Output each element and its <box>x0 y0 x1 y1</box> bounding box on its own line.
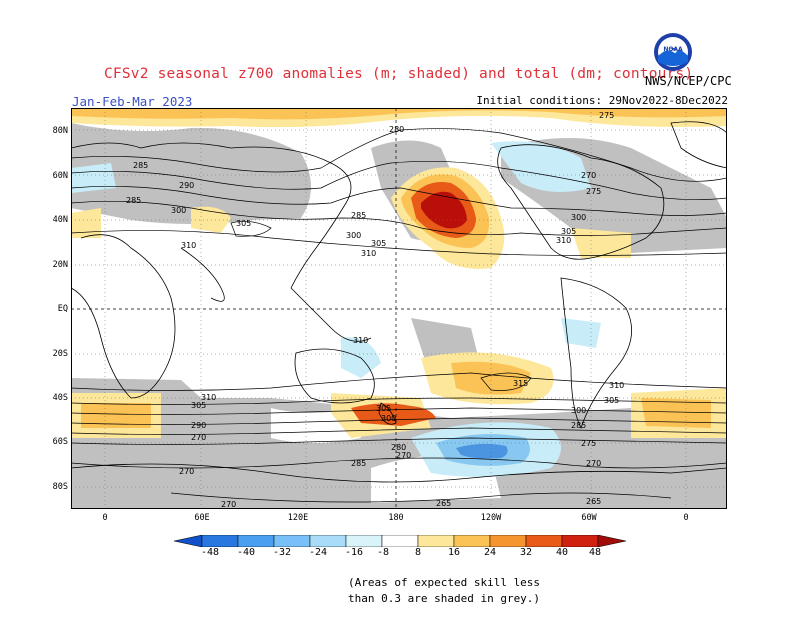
organization-label: NWS/NCEP/CPC <box>645 74 732 88</box>
colorbar <box>174 535 627 547</box>
contour-label: 305 <box>371 239 386 248</box>
colorbar-label: 24 <box>483 547 497 558</box>
contour-label: 305 <box>604 396 619 405</box>
colorbar-label: 40 <box>555 547 569 558</box>
colorbar-label: 8 <box>414 547 422 558</box>
lon-label: 180 <box>388 513 404 523</box>
lat-label: 20N <box>52 260 68 270</box>
contour-label: 305 <box>376 404 391 413</box>
colorbar-label: 16 <box>447 547 461 558</box>
contour-label: 285 <box>351 459 366 468</box>
contour-label: 315 <box>513 379 528 388</box>
colorbar-label: -24 <box>308 547 328 558</box>
contour-label: 305 <box>561 227 576 236</box>
contour-label: 300 <box>571 213 586 222</box>
contour-label: 310 <box>201 393 216 402</box>
contour-label: 275 <box>586 187 601 196</box>
colorbar-label: -48 <box>200 547 220 558</box>
height-contours <box>71 128 727 503</box>
lat-label: 20S <box>52 349 68 359</box>
footnote-line: than 0.3 are shaded in grey.) <box>348 592 541 605</box>
contour-label: 285 <box>133 161 148 170</box>
contour-label: 265 <box>436 499 451 508</box>
footnote-line: (Areas of expected skill less <box>348 576 541 589</box>
contour-label: 275 <box>581 439 596 448</box>
lat-label: 40S <box>52 393 68 403</box>
contour-label: 270 <box>191 433 206 442</box>
lon-label: 120E <box>287 513 309 523</box>
contour-label: 310 <box>556 236 571 245</box>
season-label: Jan-Feb-Mar 2023 <box>72 94 193 109</box>
grid-lines <box>71 108 727 509</box>
map-title: CFSv2 seasonal z700 anomalies (m; shaded… <box>104 66 694 82</box>
contour-label: 270 <box>179 467 194 476</box>
contour-label: 305 <box>191 401 206 410</box>
contour-label: 285 <box>126 196 141 205</box>
lat-label: 60N <box>52 171 68 181</box>
contour-label: 265 <box>586 497 601 506</box>
coastlines <box>71 121 727 483</box>
contour-label: 285 <box>351 211 366 220</box>
noaa-logo: NOAA <box>654 33 692 71</box>
colorbar-label: -16 <box>344 547 364 558</box>
contour-label: 270 <box>221 500 236 509</box>
contour-label: 310 <box>609 381 624 390</box>
colorbar-label: 32 <box>519 547 533 558</box>
contour-labels: 280 275 285 290 285 300 305 310 285 300 … <box>126 111 624 509</box>
contour-label: 310 <box>181 241 196 250</box>
lat-label: 40N <box>52 215 68 225</box>
colorbar-label: -40 <box>236 547 256 558</box>
contour-label: 300 <box>571 406 586 415</box>
contour-label: 280 <box>391 443 406 452</box>
contour-label: 290 <box>191 421 206 430</box>
lat-label: 80N <box>52 126 68 136</box>
contour-label: 300 <box>171 206 186 215</box>
footnote: (Areas of expected skill less than 0.3 a… <box>348 575 540 607</box>
contour-label: 305 <box>236 219 251 228</box>
lon-label: 0 <box>102 513 108 523</box>
initial-conditions-label: Initial conditions: 29Nov2022-8Dec2022 <box>476 94 728 107</box>
lon-label: 120W <box>480 513 502 523</box>
colorbar-label: -8 <box>376 547 390 558</box>
contour-label: 310 <box>353 336 368 345</box>
svg-text:NOAA: NOAA <box>663 46 683 53</box>
contour-label: 285 <box>571 421 586 430</box>
lon-label: 60E <box>194 513 210 523</box>
lat-label: EQ <box>57 304 68 314</box>
lon-label: 0 <box>683 513 689 523</box>
contour-label: 300 <box>381 414 396 423</box>
contour-label: 270 <box>396 451 411 460</box>
colorbar-label: -32 <box>272 547 292 558</box>
contour-label: 290 <box>179 181 194 190</box>
contour-label: 270 <box>586 459 601 468</box>
contour-label: 280 <box>389 125 404 134</box>
colorbar-label: 48 <box>588 547 602 558</box>
lon-label: 60W <box>581 513 597 523</box>
contour-label: 300 <box>346 231 361 240</box>
lat-label: 60S <box>52 437 68 447</box>
contour-label: 275 <box>599 111 614 120</box>
lat-label: 80S <box>52 482 68 492</box>
anomaly-map: 280 275 285 290 285 300 305 310 285 300 … <box>71 108 727 509</box>
contour-label: 270 <box>581 171 596 180</box>
contour-label: 310 <box>361 249 376 258</box>
